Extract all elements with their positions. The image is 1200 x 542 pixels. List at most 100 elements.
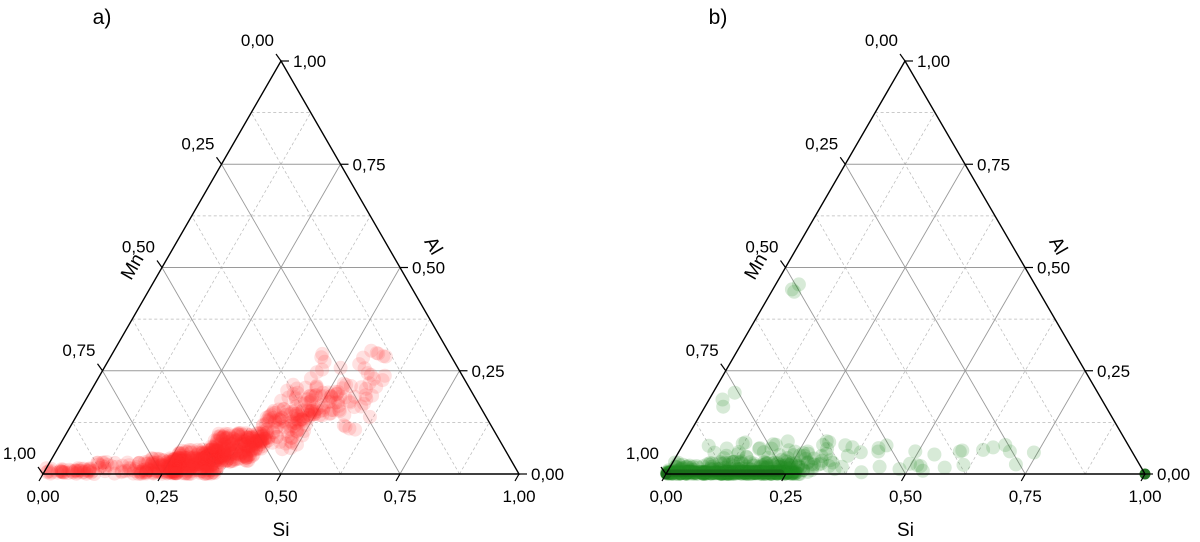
data-point [756, 445, 771, 460]
data-point [207, 448, 222, 463]
data-point [793, 460, 808, 475]
data-point [167, 456, 182, 471]
data-point [777, 458, 792, 473]
data-point [274, 393, 289, 408]
data-point [294, 396, 308, 411]
data-point [290, 385, 305, 400]
data-point [165, 461, 180, 476]
data-point [244, 437, 259, 452]
data-point [57, 465, 72, 480]
data-point [927, 447, 942, 462]
data-point [246, 441, 261, 456]
data-point [183, 462, 198, 477]
data-point [160, 456, 175, 471]
data-point [789, 465, 804, 480]
data-point [205, 455, 220, 470]
data-point [190, 442, 205, 457]
data-point [811, 457, 826, 472]
data-point [196, 459, 211, 474]
data-point [249, 429, 264, 444]
data-point [208, 438, 223, 453]
data-point [147, 458, 162, 473]
data-point [376, 349, 391, 364]
data-point [159, 455, 174, 470]
data-point [214, 453, 229, 468]
data-point [290, 408, 305, 423]
data-point [204, 462, 219, 477]
data-point [243, 429, 258, 444]
data-point [114, 465, 129, 480]
data-point [216, 429, 231, 444]
data-point [786, 448, 801, 463]
tick-label-si: 1,00 [1128, 487, 1161, 506]
data-point [264, 407, 279, 422]
data-point [759, 456, 773, 470]
data-point [256, 428, 271, 443]
data-point [779, 466, 794, 480]
data-point [77, 464, 91, 479]
data-point [62, 462, 77, 477]
data-point [209, 453, 224, 468]
data-point [783, 466, 798, 481]
data-point [213, 428, 228, 443]
data-point [743, 455, 758, 470]
data-point [731, 445, 746, 459]
data-point [289, 416, 304, 431]
data-point [271, 402, 286, 417]
data-point [200, 448, 215, 463]
data-point [845, 440, 860, 455]
data-point [182, 443, 197, 457]
data-point [172, 460, 187, 475]
data-point [172, 450, 187, 465]
data-point [806, 451, 821, 466]
data-point [228, 428, 243, 443]
data-point [200, 448, 215, 463]
data-point [792, 448, 807, 463]
data-point [976, 442, 991, 457]
data-point [1002, 444, 1017, 459]
data-point [168, 461, 183, 476]
data-point [172, 458, 187, 473]
data-point [200, 449, 215, 464]
tick-si [1020, 473, 1026, 482]
data-point [54, 464, 69, 479]
data-point [774, 452, 789, 467]
data-point [171, 446, 186, 461]
tick-mn [720, 363, 727, 372]
data-point [258, 434, 273, 449]
data-point [215, 448, 230, 463]
data-point [819, 434, 834, 449]
ticks: 0,00 0,00 0,00 0,25 0,25 0,25 0,50 0,50 0,50 0,75… [3, 31, 564, 506]
data-point [780, 434, 795, 449]
data-point [224, 433, 239, 448]
tick-label-si: 0,00 [649, 487, 682, 506]
data-point [224, 436, 239, 451]
data-point [203, 446, 218, 461]
data-point [191, 446, 206, 460]
data-point [270, 419, 285, 434]
data-point [195, 445, 210, 460]
data-point [208, 443, 223, 458]
data-point [254, 432, 269, 447]
data-point [217, 428, 232, 443]
data-point [217, 436, 232, 451]
data-point [986, 440, 1001, 455]
data-point [168, 458, 183, 473]
data-point [141, 454, 156, 469]
data-point [168, 462, 183, 476]
data-point [208, 450, 223, 465]
data-point [239, 430, 254, 445]
data-point [233, 429, 248, 444]
data-point [195, 442, 210, 457]
data-point [322, 406, 337, 421]
data-point [738, 435, 753, 450]
data-point [186, 450, 201, 465]
data-point [324, 389, 339, 403]
data-point [172, 446, 187, 461]
tick-label-si: 0,50 [264, 487, 297, 506]
data-point [209, 440, 224, 455]
data-point [362, 376, 377, 391]
data-point [209, 446, 224, 461]
data-point [179, 459, 193, 474]
data-point [164, 454, 179, 469]
